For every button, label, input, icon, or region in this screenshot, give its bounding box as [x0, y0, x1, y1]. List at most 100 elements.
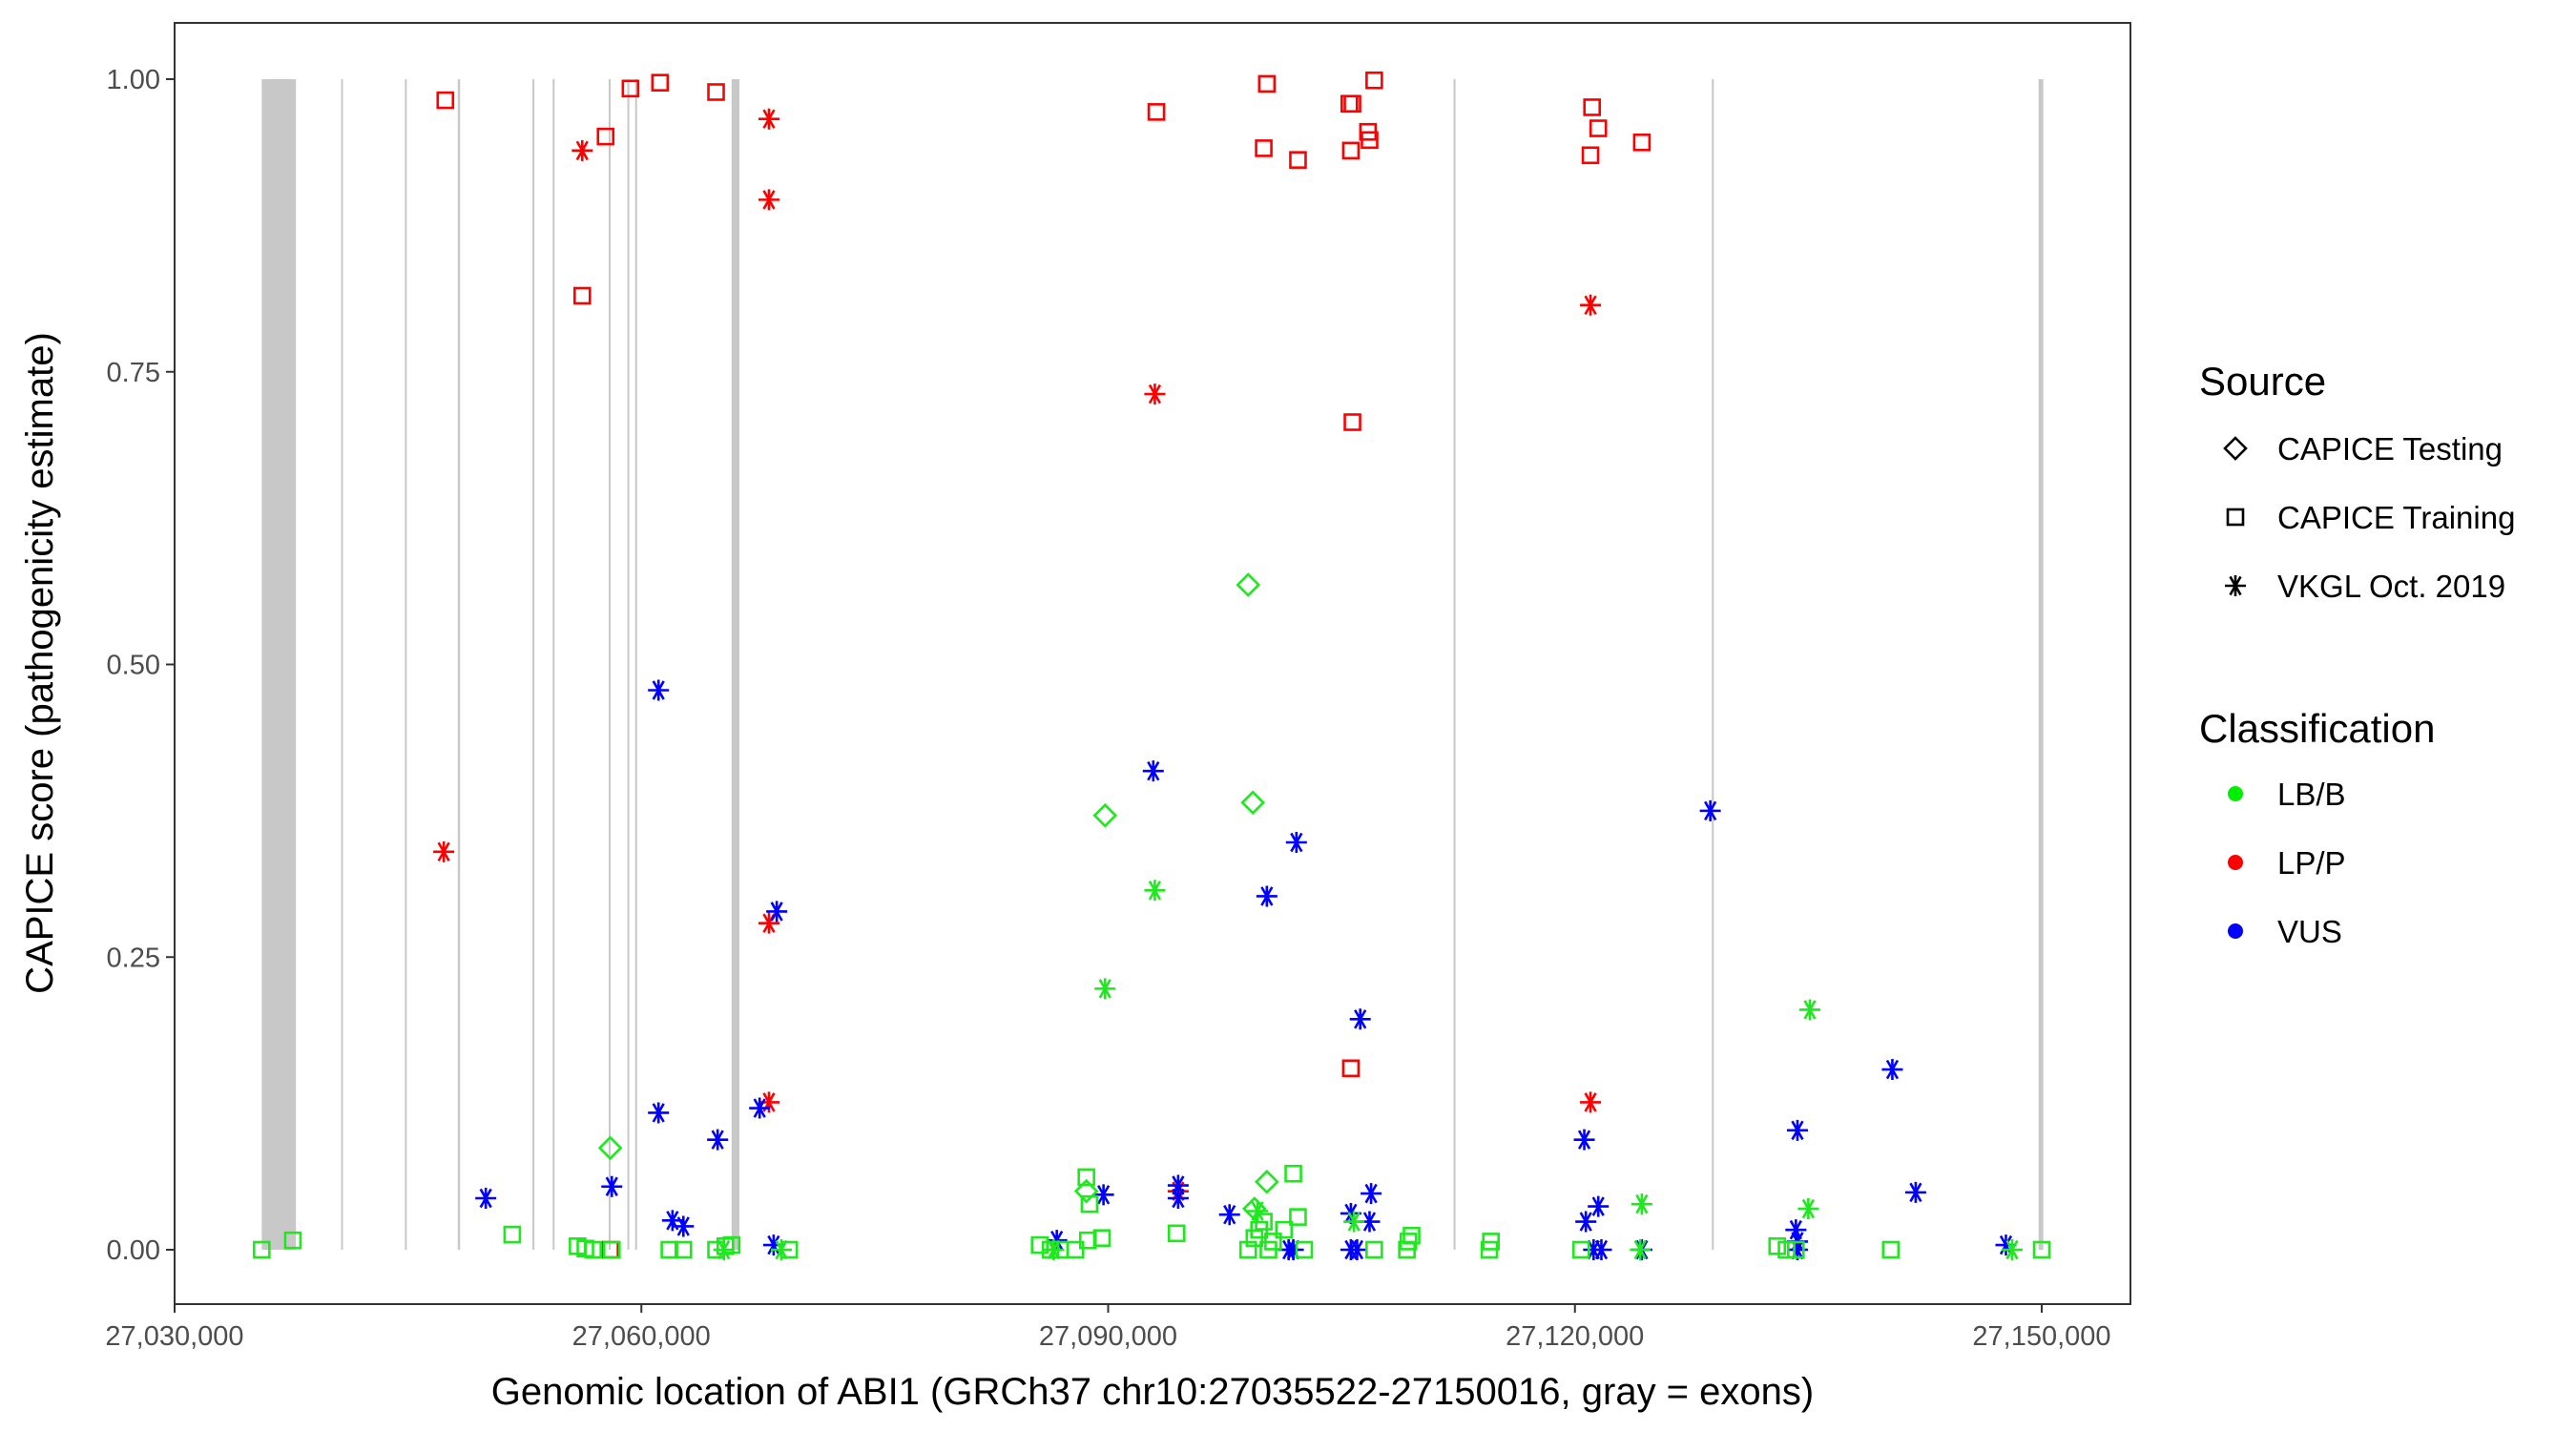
data-point-training	[1341, 1059, 1361, 1078]
data-point-vkgl	[1285, 832, 1307, 854]
legend-item-label: VUS	[2277, 914, 2342, 949]
x-axis-ticks: 27,030,000 27,060,000 27,090,000 27,120,000…	[105, 1304, 2111, 1352]
data-point-vkgl	[1786, 1239, 1808, 1260]
data-point-vkgl	[571, 139, 593, 161]
data-point-vkgl	[1144, 384, 1166, 405]
data-point-training	[1399, 1233, 1418, 1251]
data-point-training	[1632, 133, 1652, 152]
data-point-vkgl	[758, 1091, 779, 1113]
y-tick-label: 0.50	[107, 651, 160, 681]
exon-band	[405, 79, 407, 1250]
exon-band	[634, 79, 637, 1250]
data-point-vkgl	[475, 1188, 497, 1210]
data-point-training	[1583, 98, 1601, 116]
data-point-vkgl	[762, 1234, 784, 1256]
data-point-vkgl	[758, 108, 779, 130]
data-point-testing	[1255, 1169, 1279, 1194]
data-point-vkgl	[707, 1129, 729, 1151]
data-point-training	[707, 83, 725, 101]
data-point-vkgl	[1340, 1202, 1361, 1224]
data-point-training	[1238, 1240, 1257, 1259]
legend-item-label: VKGL Oct. 2019	[2277, 569, 2505, 604]
data-point-training	[503, 1225, 522, 1244]
y-tick-label: 0.00	[107, 1235, 160, 1266]
data-point-training	[1092, 1229, 1111, 1248]
data-point-testing	[1241, 1196, 1267, 1221]
data-point-vkgl	[1361, 1183, 1382, 1205]
data-point-vkgl	[1904, 1181, 1926, 1203]
data-point-training	[1787, 1240, 1805, 1259]
data-point-vkgl	[601, 1175, 623, 1197]
data-point-vkgl	[1359, 1211, 1381, 1233]
legend-item-label: LP/P	[2277, 845, 2346, 881]
data-point-vkgl	[758, 912, 779, 934]
data-point-training	[1257, 74, 1277, 93]
data-point-training	[1255, 1213, 1273, 1231]
data-point-vkgl	[1043, 1239, 1065, 1260]
data-point-training	[1881, 1240, 1901, 1259]
data-point-training	[1768, 1237, 1787, 1255]
data-point-testing	[597, 1135, 623, 1161]
y-tick-label: 0.75	[107, 358, 160, 388]
legend-color-dot-icon	[2228, 923, 2243, 939]
data-point-training	[1365, 71, 1383, 90]
data-point-vkgl	[648, 679, 670, 701]
data-point-training	[1365, 1240, 1383, 1259]
data-point-vkgl	[1588, 1195, 1610, 1217]
data-point-testing	[1236, 572, 1261, 597]
data-point-vkgl	[1785, 1219, 1807, 1241]
exon-band	[609, 79, 612, 1250]
data-point-training	[1066, 1240, 1085, 1259]
data-point-vkgl	[1144, 880, 1166, 902]
x-tick-label: 27,150,000	[1972, 1321, 2110, 1352]
legend: Source Classification CAPICE Testing CAPI…	[2199, 359, 2515, 949]
data-point-vkgl	[1167, 1188, 1189, 1210]
data-point-vkgl	[1218, 1204, 1240, 1226]
data-point-vkgl	[1282, 1239, 1304, 1260]
plot-panel-background	[175, 23, 2130, 1304]
data-point-training	[1030, 1235, 1049, 1255]
legend-item-label: CAPICE Training	[2277, 500, 2515, 535]
data-point-vkgl	[1573, 1129, 1595, 1151]
data-point-training	[1571, 1240, 1590, 1259]
x-tick-label: 27,030,000	[105, 1321, 243, 1352]
legend-testing-icon	[2223, 436, 2248, 461]
exon-band	[457, 79, 461, 1250]
exon-band	[1453, 79, 1456, 1250]
data-point-vkgl	[1590, 1239, 1612, 1260]
data-point-training	[674, 1240, 693, 1259]
legend-vkgl-icon	[2225, 575, 2246, 596]
data-point-vkgl	[1575, 1211, 1597, 1233]
data-point-testing	[1240, 790, 1266, 816]
legend-color-dot-icon	[2228, 855, 2243, 870]
data-point-training	[722, 1235, 741, 1255]
data-point-training	[1341, 141, 1361, 160]
exon-band	[261, 79, 297, 1250]
data-point-training	[1284, 1164, 1302, 1183]
data-point-vkgl	[1580, 1091, 1602, 1113]
data-point-vkgl	[648, 1102, 670, 1124]
exon-bands	[261, 79, 2044, 1250]
data-point-vkgl	[1699, 799, 1721, 821]
data-point-training	[1289, 151, 1307, 169]
x-tick-label: 27,090,000	[1039, 1321, 1177, 1352]
data-point-training	[1264, 1233, 1282, 1251]
data-point-vkgl	[1046, 1230, 1068, 1252]
data-point-vkgl	[766, 901, 788, 923]
data-point-vkgl	[1881, 1059, 1903, 1081]
data-point-vkgl	[758, 189, 779, 211]
exon-band	[532, 79, 535, 1250]
data-point-training	[621, 79, 640, 98]
legend-training-icon	[2226, 508, 2245, 527]
data-point-vkgl	[1995, 1234, 2017, 1256]
data-point-vkgl	[1167, 1174, 1189, 1196]
data-point-vkgl	[1786, 1119, 1808, 1141]
data-point-vkgl	[1256, 885, 1278, 907]
data-point-vkgl	[1092, 1184, 1114, 1206]
exon-band	[552, 79, 555, 1250]
data-point-vkgl	[1580, 294, 1602, 316]
data-point-training	[1482, 1233, 1500, 1251]
data-point-training	[1295, 1240, 1314, 1259]
data-point-vkgl	[1094, 978, 1116, 1000]
